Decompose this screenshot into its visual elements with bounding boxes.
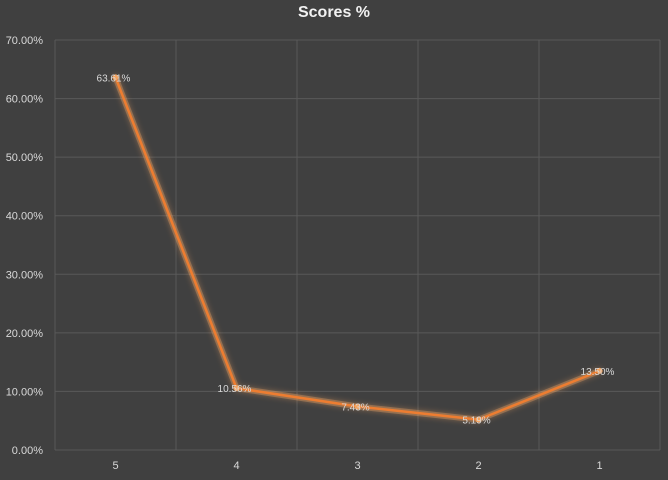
series-line-glow [112, 74, 603, 423]
y-tick-label: 30.00% [6, 269, 44, 281]
y-tick-label: 0.00% [12, 445, 43, 457]
y-tick-label: 60.00% [6, 94, 44, 106]
data-label: 5.19% [462, 416, 490, 427]
data-point [354, 403, 361, 410]
y-axis-ticks: 0.00% 10.00% 20.00% 30.00% 40.00% 50.00% 60.00… [6, 35, 44, 457]
y-tick-label: 50.00% [6, 152, 44, 164]
data-label: 13.50% [581, 367, 615, 378]
y-tick-label: 10.00% [6, 386, 44, 398]
x-tick-label: 3 [354, 460, 360, 472]
data-label: 63.61% [97, 73, 131, 84]
data-point [112, 74, 119, 81]
data-label: 10.56% [218, 384, 252, 395]
y-tick-label: 40.00% [6, 211, 44, 223]
data-labels: 63.61% 10.56% 7.43% 5.19% 13.50% [97, 73, 615, 426]
y-tick-label: 20.00% [6, 328, 44, 340]
y-tick-label: 70.00% [6, 35, 44, 47]
series-line-group [112, 74, 603, 423]
chart-title: Scores % [297, 4, 371, 21]
gridlines [54, 39, 661, 451]
data-point [475, 416, 482, 423]
data-point [233, 385, 240, 392]
x-tick-label: 5 [112, 460, 118, 472]
data-label: 7.43% [341, 402, 369, 413]
series-line [114, 76, 601, 421]
x-tick-label: 1 [596, 460, 602, 472]
data-point [596, 367, 603, 374]
x-tick-label: 2 [475, 460, 481, 472]
x-tick-label: 4 [233, 460, 239, 472]
x-axis-ticks: 5 4 3 2 1 [112, 460, 602, 472]
